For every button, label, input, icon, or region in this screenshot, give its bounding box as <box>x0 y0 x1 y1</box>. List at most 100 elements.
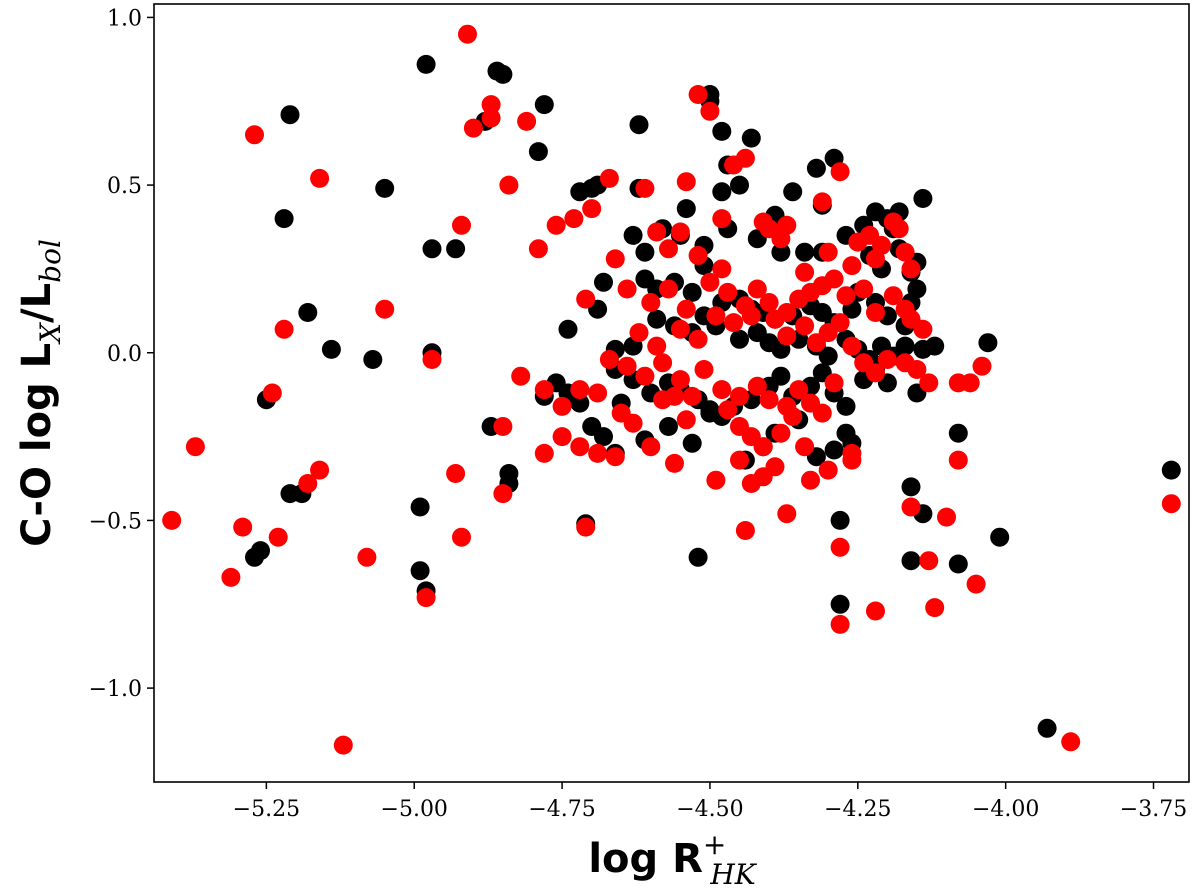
data-point-s1-33 <box>599 168 619 188</box>
data-point-s0-21 <box>410 497 430 517</box>
data-point-s1-90 <box>741 306 761 326</box>
data-point-s0-42 <box>623 225 643 245</box>
data-point-s0-40 <box>676 199 696 219</box>
y-tick-label: −1.0 <box>89 677 142 702</box>
data-point-s0-114 <box>925 336 945 356</box>
x-tick-label: −4.75 <box>528 797 595 822</box>
data-point-s0-50 <box>806 158 826 178</box>
data-point-s1-80 <box>883 286 903 306</box>
data-point-s1-105 <box>972 356 992 376</box>
data-point-s0-115 <box>978 333 998 353</box>
data-point-s1-59 <box>889 219 909 239</box>
data-point-s1-153 <box>842 443 862 463</box>
data-point-s1-164 <box>901 497 921 517</box>
data-point-s1-126 <box>588 383 608 403</box>
data-point-s1-156 <box>735 521 755 540</box>
data-point-s1-49 <box>576 289 596 309</box>
data-point-s0-157 <box>948 423 968 443</box>
data-point-s0-43 <box>635 242 655 262</box>
data-point-s1-167 <box>960 373 980 393</box>
data-point-s1-35 <box>676 172 696 192</box>
data-point-s0-161 <box>948 554 968 574</box>
data-point-s1-17 <box>446 464 466 483</box>
data-point-s1-113 <box>712 380 732 400</box>
data-point-s0-9 <box>422 239 442 259</box>
data-point-s1-168 <box>1061 732 1081 752</box>
data-point-s1-4 <box>517 111 537 131</box>
data-point-s1-1 <box>245 125 264 145</box>
data-point-s1-106 <box>599 350 619 369</box>
data-point-s1-0 <box>458 24 477 44</box>
data-point-s1-36 <box>582 199 602 219</box>
data-point-s1-34 <box>635 178 655 198</box>
data-point-s1-100 <box>877 350 897 369</box>
data-point-s1-163 <box>937 507 956 527</box>
data-point-s1-2 <box>481 95 501 115</box>
data-point-s1-150 <box>765 457 785 477</box>
data-point-s0-154 <box>824 440 844 460</box>
data-point-s1-19 <box>310 460 330 480</box>
data-point-s1-159 <box>830 614 850 634</box>
data-point-s1-40 <box>812 192 832 212</box>
data-point-s1-21 <box>162 510 182 530</box>
data-point-s1-162 <box>919 551 939 571</box>
data-point-s0-4 <box>534 95 554 115</box>
data-point-s1-79 <box>866 303 885 322</box>
x-axis-ticks: −5.25 −5.00 −4.75 −4.50 −4.25 −4.00 −3.75 <box>233 782 1187 822</box>
data-point-s1-48 <box>617 279 637 299</box>
data-point-s1-89 <box>724 313 744 333</box>
data-point-s0-34 <box>730 175 749 195</box>
data-point-s0-158 <box>901 477 921 497</box>
data-point-s1-138 <box>795 437 815 457</box>
data-point-s1-52 <box>771 229 791 249</box>
data-point-s1-135 <box>753 437 773 457</box>
data-point-s0-0 <box>416 54 436 74</box>
y-tick-label: 0.5 <box>107 174 142 199</box>
data-point-s1-7 <box>310 168 330 188</box>
x-tick-label: −3.75 <box>1120 797 1187 822</box>
data-point-s1-93 <box>795 316 815 336</box>
data-point-s1-169 <box>1161 494 1181 514</box>
data-point-s1-160 <box>866 601 885 621</box>
data-point-s0-23 <box>245 547 264 567</box>
data-point-s1-151 <box>801 470 820 490</box>
data-point-s1-121 <box>824 373 844 393</box>
x-tick-label: −4.00 <box>972 797 1039 822</box>
x-tick-label: −4.50 <box>676 797 743 822</box>
data-point-s1-12 <box>375 299 395 319</box>
data-point-s1-50 <box>712 259 732 279</box>
data-point-s1-128 <box>623 413 643 433</box>
data-point-s1-20 <box>493 484 513 504</box>
data-point-s1-43 <box>647 222 667 242</box>
data-point-s0-2 <box>493 64 513 84</box>
data-point-s1-161 <box>925 598 945 618</box>
data-point-s1-99 <box>866 363 885 383</box>
data-point-s0-119 <box>570 393 590 413</box>
data-point-s1-32 <box>735 148 755 168</box>
data-point-s0-143 <box>594 427 613 447</box>
data-point-s0-92 <box>558 319 578 339</box>
data-point-s1-114 <box>730 386 749 406</box>
data-point-s0-25 <box>410 561 430 581</box>
data-point-s1-41 <box>830 162 850 182</box>
data-point-s1-107 <box>617 356 637 376</box>
y-tick-label: 0.0 <box>107 342 142 367</box>
data-point-s1-143 <box>605 447 625 467</box>
data-point-s0-164 <box>830 594 850 614</box>
data-point-s1-3 <box>481 108 501 128</box>
data-point-s1-71 <box>759 293 779 312</box>
data-point-s0-106 <box>818 346 838 366</box>
data-point-s1-53 <box>795 262 815 282</box>
data-point-s0-166 <box>1161 460 1181 480</box>
data-point-s0-163 <box>830 510 850 530</box>
data-point-s1-67 <box>700 272 720 292</box>
data-point-s1-37 <box>712 209 732 229</box>
y-tick-label: 1.0 <box>107 6 142 31</box>
data-point-s1-144 <box>641 437 661 457</box>
data-point-s0-55 <box>795 242 815 262</box>
data-point-s0-73 <box>682 282 702 302</box>
data-point-s1-145 <box>665 453 684 473</box>
data-point-s1-28 <box>333 735 353 755</box>
data-point-s1-132 <box>718 400 738 420</box>
